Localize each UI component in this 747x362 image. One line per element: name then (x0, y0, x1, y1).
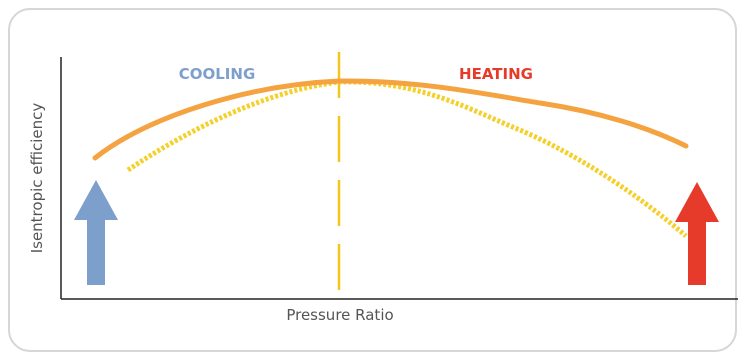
arrow-up-icon (74, 180, 118, 285)
cooling-label: COOLING (179, 65, 256, 83)
arrow-up-icon (675, 182, 719, 285)
dotted-efficiency-curve (126, 79, 688, 238)
y-axis-label: Isentropic efficiency (28, 103, 46, 254)
solid-efficiency-curve (92, 78, 689, 161)
x-axis-label: Pressure Ratio (286, 306, 393, 324)
heating-label: HEATING (459, 65, 533, 83)
